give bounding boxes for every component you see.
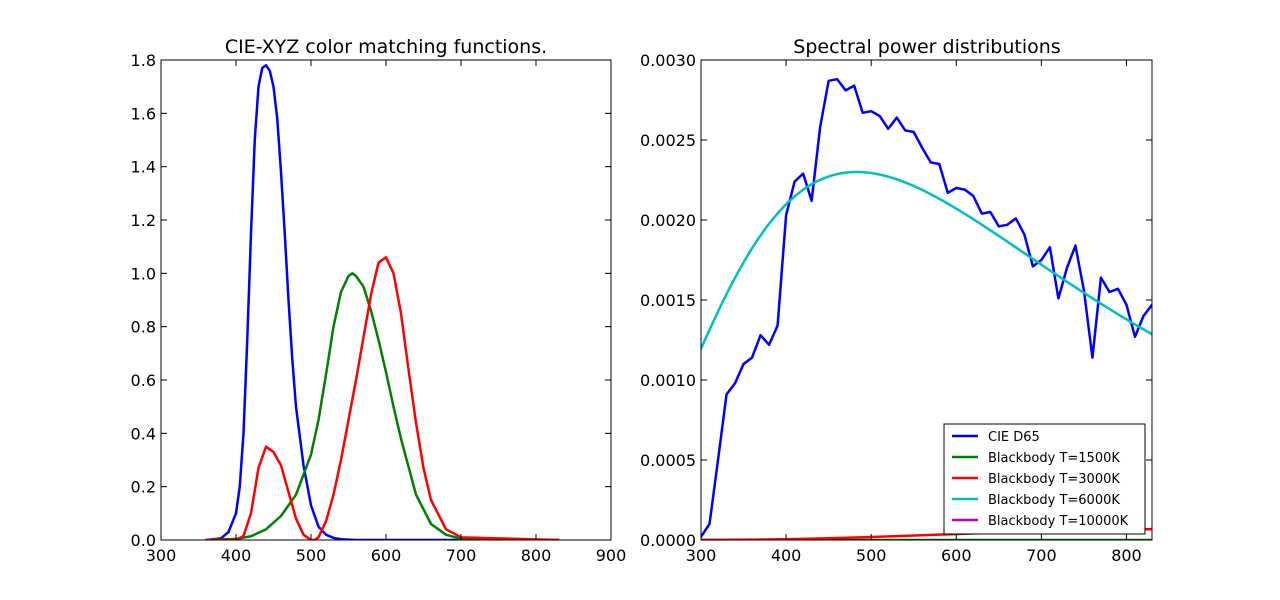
spd-ytick-label: 0.0025	[640, 131, 696, 150]
cmf-chart: CIE-XYZ color matching functions. 300 400…	[131, 36, 627, 565]
spd-ytick-label: 0.0010	[640, 371, 696, 390]
cmf-xtick-label: 700	[446, 546, 477, 565]
spd-series-line-3	[701, 170, 1152, 350]
cmf-xtick-label: 500	[296, 546, 327, 565]
spd-xtick-label: 800	[1111, 546, 1142, 565]
cmf-ytick-label: 0.2	[131, 478, 156, 497]
cmf-ytick-label: 0.8	[131, 318, 156, 337]
spd-xtick-label: 300	[686, 546, 717, 565]
legend-entry-label: Blackbody T=10000K	[988, 514, 1129, 529]
cmf-ytick-label: 1.8	[131, 51, 156, 70]
cmf-ytick-label: 1.6	[131, 104, 156, 123]
cmf-ytick-label: 0.4	[131, 424, 156, 443]
spd-ytick-label: 0.0030	[640, 51, 696, 70]
cmf-series-line-1	[204, 272, 560, 540]
spd-chart-title: Spectral power distributions	[793, 36, 1060, 58]
cmf-xtick-label: 600	[371, 546, 402, 565]
spd-xtick-label: 600	[941, 546, 972, 565]
cmf-ytick-label: 1.2	[131, 211, 156, 230]
spd-ytick-label: 0.0005	[640, 451, 696, 470]
spd-legend: CIE D65 Blackbody T=1500K Blackbody T=3000…	[943, 423, 1146, 535]
cmf-series-line-2	[204, 256, 560, 540]
spd-ytick-label: 0.0000	[640, 531, 696, 550]
cmf-series-line-0	[204, 64, 560, 540]
cmf-series-group	[204, 64, 560, 540]
legend-entry-label: CIE D65	[988, 430, 1040, 445]
cmf-ytick-label: 0.0	[131, 531, 156, 550]
cmf-xtick-label: 300	[146, 546, 177, 565]
legend-entry-label: Blackbody T=1500K	[988, 451, 1120, 466]
spd-xtick-label: 700	[1026, 546, 1057, 565]
spd-xtick-label: 500	[856, 546, 887, 565]
spd-ytick-label: 0.0020	[640, 211, 696, 230]
cmf-axes-frame	[160, 59, 612, 541]
cmf-chart-title: CIE-XYZ color matching functions.	[225, 36, 547, 58]
cmf-xtick-label: 400	[221, 546, 252, 565]
spd-xtick-label: 400	[771, 546, 802, 565]
cmf-xtick-label: 800	[521, 546, 552, 565]
cmf-plot-area: 300 400 500 600 700 800 900 0.0 0.2 0.4 0.6 0.8 1.0 1…	[131, 51, 627, 565]
cmf-ytick-label: 1.4	[131, 158, 156, 177]
cmf-xtick-label: 900	[596, 546, 627, 565]
legend-entry-label: Blackbody T=6000K	[988, 493, 1120, 508]
spd-series-line-0	[701, 77, 1152, 539]
cmf-ytick-label: 0.6	[131, 371, 156, 390]
legend-entry-label: Blackbody T=3000K	[988, 472, 1120, 487]
spd-chart: Spectral power distributions 300 400 500 60…	[640, 36, 1153, 565]
cmf-ytick-label: 1.0	[131, 264, 156, 283]
spd-ytick-label: 0.0015	[640, 291, 696, 310]
